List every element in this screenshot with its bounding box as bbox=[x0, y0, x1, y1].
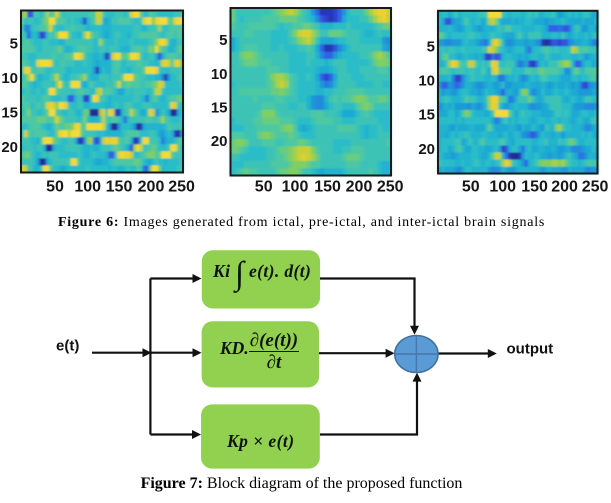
svg-text:250: 250 bbox=[168, 179, 195, 196]
svg-text:20: 20 bbox=[1, 139, 18, 156]
svg-text:5: 5 bbox=[427, 39, 435, 56]
svg-text:250: 250 bbox=[377, 179, 404, 196]
svg-text:20: 20 bbox=[211, 133, 228, 150]
svg-text:50: 50 bbox=[462, 179, 480, 196]
svg-text:10: 10 bbox=[418, 73, 435, 90]
svg-text:output: output bbox=[507, 341, 554, 358]
svg-text:50: 50 bbox=[255, 179, 273, 196]
svg-text:10: 10 bbox=[211, 66, 228, 83]
svg-text:150: 150 bbox=[521, 179, 548, 196]
svg-text:100: 100 bbox=[282, 179, 309, 196]
svg-text:15: 15 bbox=[1, 105, 18, 122]
svg-text:20: 20 bbox=[418, 141, 435, 158]
svg-text:5: 5 bbox=[219, 32, 227, 49]
svg-text:150: 150 bbox=[106, 179, 133, 196]
svg-text:e(t): e(t) bbox=[56, 338, 79, 355]
svg-text:100: 100 bbox=[489, 179, 516, 196]
svg-text:200: 200 bbox=[346, 179, 373, 196]
svg-text:200: 200 bbox=[138, 179, 165, 196]
svg-text:5: 5 bbox=[10, 36, 18, 53]
svg-text:200: 200 bbox=[551, 179, 578, 196]
svg-text:100: 100 bbox=[74, 179, 101, 196]
svg-text:15: 15 bbox=[211, 99, 228, 116]
svg-text:10: 10 bbox=[1, 70, 18, 87]
svg-text:15: 15 bbox=[418, 107, 435, 124]
svg-text:150: 150 bbox=[314, 179, 341, 196]
svg-text:50: 50 bbox=[46, 179, 64, 196]
svg-text:250: 250 bbox=[582, 179, 609, 196]
